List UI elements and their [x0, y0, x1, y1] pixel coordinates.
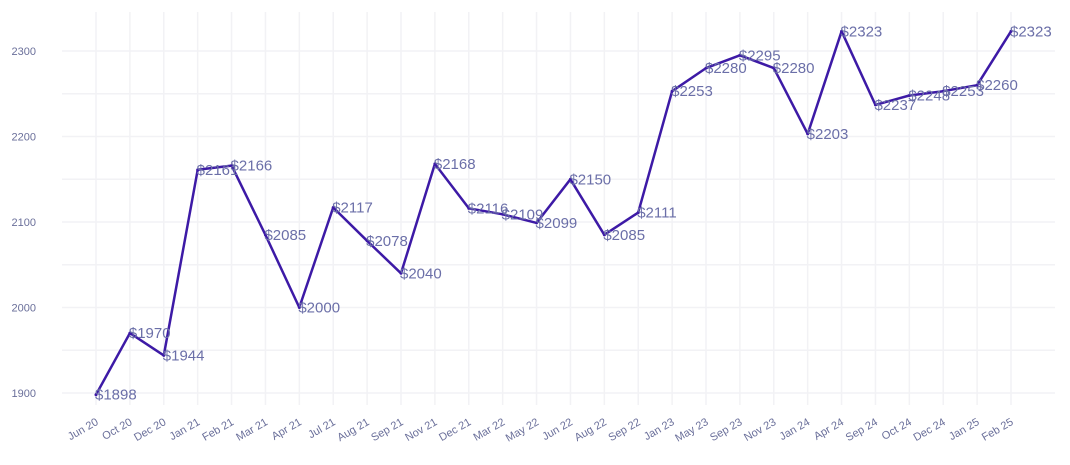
x-tick-label: Oct 20 [100, 416, 134, 443]
data-point [738, 53, 742, 57]
y-tick-label: 2000 [12, 303, 36, 315]
data-label: $2168 [434, 156, 476, 173]
data-point [297, 306, 301, 309]
series [94, 29, 1013, 397]
data-label: $2203 [807, 126, 849, 143]
data-label: $2150 [569, 171, 611, 188]
data-point [501, 212, 505, 216]
data-labels: $1898 $1970 $1944 $2161$2166 $2085 $2000 $2117… [95, 23, 1052, 403]
data-point [840, 29, 844, 33]
x-tick-label: Nov 23 [742, 416, 778, 444]
data-label: $2253 [671, 83, 713, 100]
x-tick-label: Jun 22 [540, 416, 575, 443]
data-label: $2161 [197, 162, 239, 179]
data-label: $2117 [332, 199, 373, 216]
data-point [399, 271, 403, 275]
x-tick-label: Dec 24 [912, 416, 948, 444]
x-tick-label: Nov 21 [403, 416, 439, 444]
x-tick-label: Jun 20 [66, 416, 101, 443]
data-label: $2040 [400, 265, 442, 282]
data-label: $2000 [298, 300, 340, 317]
data-point [94, 393, 98, 397]
data-point [772, 66, 776, 70]
x-tick-label: Apr 21 [270, 416, 304, 443]
data-point [467, 206, 471, 210]
x-tick-label: Mar 21 [234, 416, 270, 444]
x-tick-label: Feb 21 [200, 416, 236, 444]
data-label: $2111 [637, 205, 677, 222]
data-point [636, 211, 640, 215]
x-tick-label: Sep 22 [607, 416, 643, 444]
data-label: $2253 [942, 83, 984, 100]
x-tick-label: Apr 24 [812, 416, 846, 443]
x-tick-label: Aug 21 [335, 416, 371, 444]
data-point [263, 233, 267, 237]
data-point [704, 66, 708, 70]
data-label: $2078 [366, 233, 408, 250]
x-tick-label: Jan 24 [778, 416, 813, 443]
y-tick-label: 2200 [12, 132, 36, 144]
x-tick-label: Jan 21 [168, 416, 203, 443]
x-tick-label: Dec 21 [437, 416, 473, 444]
data-label: $2085 [264, 227, 306, 244]
data-label: $2323 [841, 23, 883, 40]
data-label: $2295 [739, 47, 781, 64]
data-point [230, 164, 234, 168]
data-label: $2116 [468, 200, 509, 217]
data-point [975, 83, 979, 87]
data-label: $2323 [1010, 23, 1052, 40]
y-tick-label: 2300 [12, 46, 36, 58]
x-tick-label: Mar 22 [472, 416, 508, 444]
data-point [162, 353, 166, 357]
y-tick-label: 1900 [12, 388, 36, 400]
grid [62, 12, 1055, 405]
x-tick-label: Jan 25 [947, 416, 982, 443]
data-point [873, 103, 877, 107]
x-tick-label: May 22 [504, 416, 541, 444]
x-tick-label: Sep 23 [708, 416, 744, 444]
data-label: $2109 [502, 206, 544, 223]
data-point [806, 132, 810, 136]
x-tick-label: Oct 24 [880, 416, 914, 443]
data-label: $2280 [773, 60, 815, 77]
x-tick-label: Feb 25 [980, 416, 1016, 444]
x-tick-label: May 23 [673, 416, 710, 444]
data-point [1009, 29, 1013, 33]
data-point [907, 93, 911, 97]
data-point [433, 162, 437, 166]
data-label: $2099 [536, 215, 578, 232]
data-label: $1970 [129, 325, 171, 342]
data-point [128, 331, 132, 335]
data-label: $2085 [603, 227, 645, 244]
data-point [535, 221, 539, 225]
data-point [941, 89, 945, 93]
data-point [331, 205, 335, 209]
data-point [568, 177, 572, 181]
data-point [196, 168, 200, 172]
data-point [602, 233, 606, 237]
data-point [670, 89, 674, 93]
data-label: $2237 [874, 97, 916, 114]
data-point [365, 239, 369, 243]
y-axis: 1900 2000 2100 2200 2300 [12, 46, 36, 400]
x-tick-label: Sep 21 [369, 416, 405, 444]
data-label: $2166 [231, 158, 273, 175]
y-tick-label: 2100 [12, 217, 36, 229]
data-label: $1944 [163, 347, 205, 364]
data-label: $2280 [705, 60, 747, 77]
data-label: $1898 [95, 387, 137, 404]
series-line [94, 30, 1013, 396]
data-label: $2248 [908, 87, 950, 104]
x-tick-label: Aug 22 [573, 416, 609, 444]
x-tick-label: Jul 21 [306, 416, 337, 441]
x-tick-label: Dec 20 [132, 416, 168, 444]
x-tick-label: Sep 24 [844, 416, 880, 444]
x-tick-label: Jan 23 [642, 416, 677, 443]
data-label: $2260 [976, 77, 1018, 94]
